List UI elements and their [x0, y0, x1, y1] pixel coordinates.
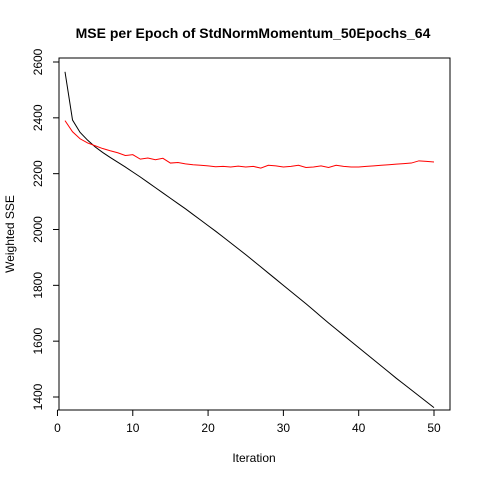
y-axis-label: Weighted SSE: [3, 195, 17, 273]
series-line-2: [64, 120, 435, 169]
y-axis: 1400 1600 1800 2000 2200 2400 2600: [31, 48, 60, 410]
y-tick-label: 1600: [31, 327, 45, 354]
series-line-1: [64, 71, 435, 409]
y-tick-label: 2400: [31, 104, 45, 131]
y-tick-label: 2600: [31, 48, 45, 75]
x-tick-label: 10: [126, 421, 140, 435]
x-tick-label: 50: [427, 421, 441, 435]
y-tick-label: 2000: [31, 216, 45, 243]
y-tick-label: 1400: [31, 383, 45, 410]
y-tick-label: 1800: [31, 272, 45, 299]
x-tick-label: 30: [277, 421, 291, 435]
x-axis: 0 10 20 30 40 50: [54, 409, 441, 435]
series-layer: [64, 71, 435, 409]
x-axis-label: Iteration: [232, 451, 275, 465]
chart-title: MSE per Epoch of StdNormMomentum_50Epoch…: [76, 25, 431, 41]
x-tick-label: 40: [352, 421, 366, 435]
x-tick-label: 0: [54, 421, 61, 435]
x-tick-label: 20: [201, 421, 215, 435]
y-tick-label: 2200: [31, 160, 45, 187]
